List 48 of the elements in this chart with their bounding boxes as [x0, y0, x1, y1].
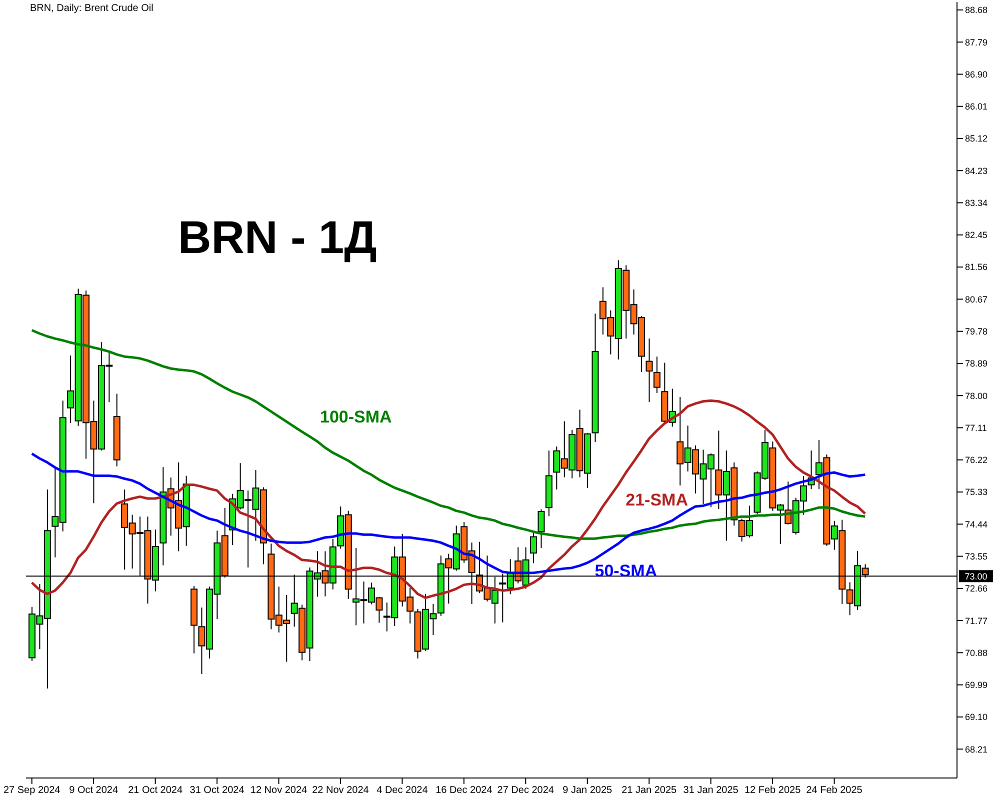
x-tick-label: 16 Dec 2024 — [436, 785, 493, 796]
x-tick-label: 27 Dec 2024 — [497, 785, 554, 796]
annotation: BRN - 1Д — [178, 210, 377, 264]
x-tick-label: 31 Jan 2025 — [683, 785, 739, 796]
y-tick-label: 88.68 — [965, 5, 988, 16]
x-tick-label: 31 Oct 2024 — [190, 785, 245, 796]
y-tick-label: 81.56 — [965, 262, 988, 272]
x-tick-label: 12 Feb 2025 — [744, 785, 802, 796]
chart-title: BRN, Daily: Brent Crude Oil — [30, 3, 154, 14]
x-tick-label: 24 Feb 2025 — [806, 785, 863, 796]
y-tick-label: 71.77 — [965, 616, 988, 626]
y-tick-label: 74.44 — [965, 519, 988, 530]
x-tick-label: 21 Oct 2024 — [128, 785, 183, 796]
y-tick-label: 69.99 — [965, 680, 988, 690]
x-tick-label: 21 Jan 2025 — [622, 785, 678, 796]
y-tick-label: 76.22 — [965, 455, 988, 466]
y-tick-label: 79.78 — [965, 326, 988, 337]
y-tick-label: 86.01 — [965, 102, 988, 112]
y-tick-label: 83.34 — [965, 198, 988, 208]
y-tick-label: 82.45 — [965, 230, 988, 240]
candlestick — [538, 508, 545, 548]
y-tick-label: 86.90 — [965, 69, 988, 80]
candlestick — [653, 356, 660, 394]
y-tick-label: 68.21 — [965, 744, 988, 754]
x-tick-label: 27 Sep 2024 — [4, 785, 61, 796]
ref-line-label: 73.00 — [964, 572, 988, 582]
y-tick-label: 69.10 — [965, 712, 988, 722]
line-series — [30, 328, 866, 540]
candlestick — [646, 338, 653, 403]
candlestick — [530, 530, 538, 564]
x-tick-label: 12 Nov 2024 — [250, 785, 308, 796]
y-tick-label: 75.33 — [965, 487, 988, 498]
series-label: 100-SMA — [320, 408, 392, 427]
y-tick-label: 87.79 — [965, 37, 988, 48]
y-tick-label: 84.23 — [965, 166, 988, 176]
y-tick-label: 72.66 — [965, 584, 988, 594]
y-tick-label: 78.89 — [965, 358, 988, 369]
y-tick-label: 77.11 — [965, 422, 987, 433]
x-tick-label: 9 Oct 2024 — [69, 785, 118, 796]
x-tick-label: 9 Jan 2025 — [562, 785, 613, 796]
series-label: 21-SMA — [626, 490, 688, 510]
x-tick-label: 4 Dec 2024 — [376, 785, 428, 796]
y-tick-label: 85.12 — [965, 134, 988, 144]
y-tick-label: 70.88 — [965, 648, 988, 658]
y-tick-label: 78.00 — [965, 390, 988, 401]
x-tick-label: 22 Nov 2024 — [312, 785, 370, 796]
y-tick-label: 73.55 — [965, 551, 988, 562]
y-tick-label: 80.67 — [965, 294, 988, 304]
